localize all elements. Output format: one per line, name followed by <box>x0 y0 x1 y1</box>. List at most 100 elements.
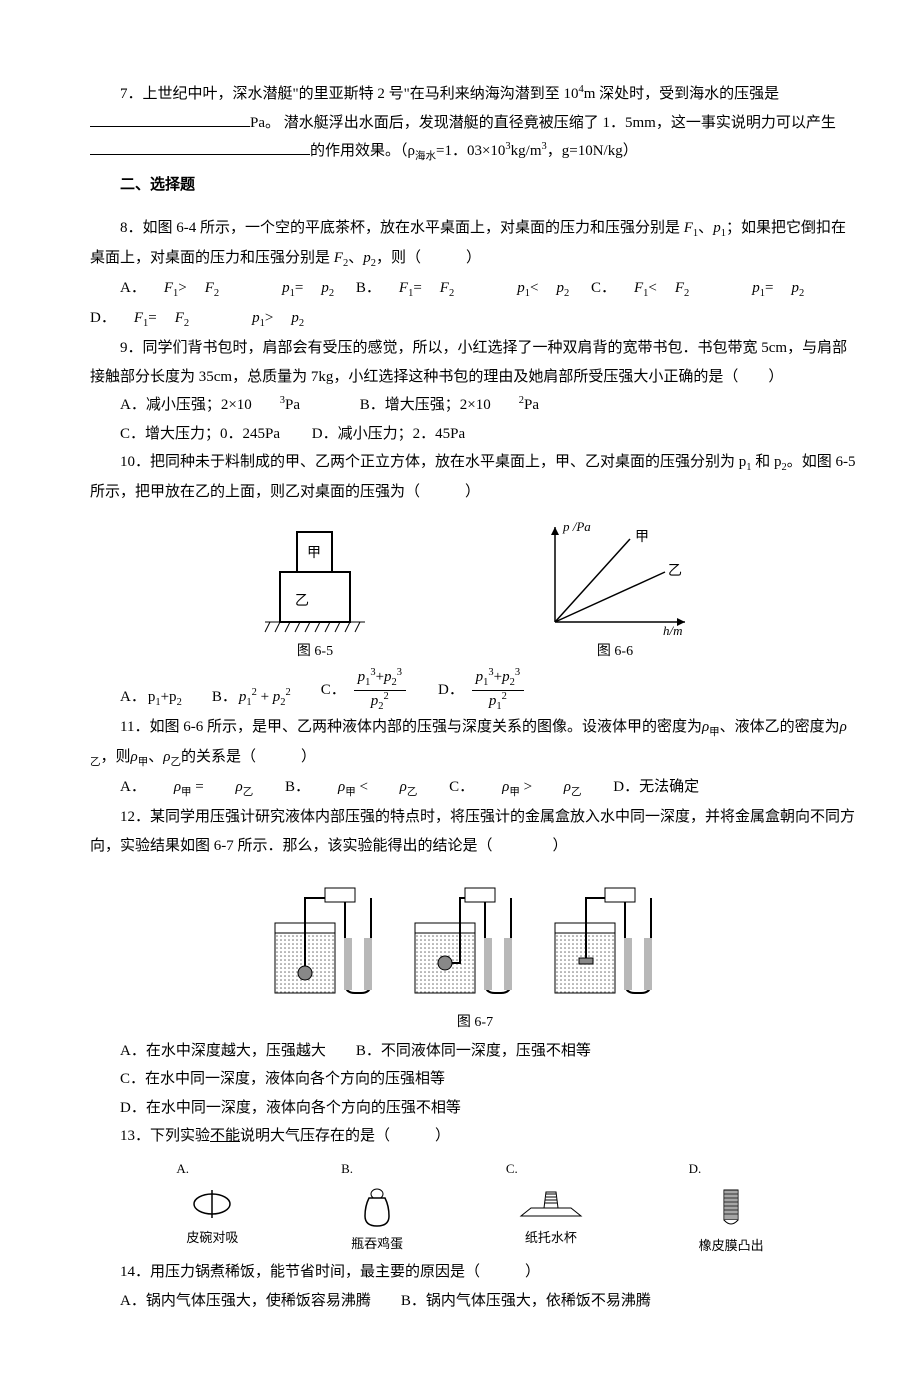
q8-d3: F <box>175 310 184 326</box>
fig66-yi: 乙 <box>668 563 682 579</box>
q11b-op: < <box>356 779 372 795</box>
q8-b6s: 2 <box>564 288 569 299</box>
q10c-ds: 2 <box>378 701 383 712</box>
q13-opt-d: D. 橡皮膜凸出 <box>699 1157 764 1258</box>
q8-p1: p <box>713 220 721 236</box>
q10d-ds: 1 <box>496 701 501 712</box>
q9-options-1: A．减小压强；2×103Pa B．增大压强；2×102Pa <box>90 391 860 420</box>
q8-s1: 1 <box>693 228 698 239</box>
q13-c-cap: 纸托水杯 <box>525 1226 577 1251</box>
fig67-caption: 图 6-7 <box>90 1010 860 1037</box>
q8-d2: = <box>148 310 156 326</box>
q11-c-lab: C． <box>449 779 474 795</box>
q13-opt-c: C. 纸托水杯 <box>516 1157 586 1258</box>
q8-c6: p <box>792 280 800 296</box>
q10d-n2s: 2 <box>510 677 515 688</box>
q10-a-plus: +p <box>161 689 177 705</box>
q11-opt-a: A．ρ甲 = ρ乙 <box>120 779 253 795</box>
q8-a1: F <box>164 280 173 296</box>
q11a-r2: ρ <box>236 779 243 795</box>
q11c-op: > <box>520 779 536 795</box>
q8-b5: < <box>530 280 538 296</box>
q8-csp <box>689 280 734 296</box>
q11-r3: ρ <box>131 749 138 765</box>
q10-opt-d: D． p13+p23 p12 <box>438 667 526 713</box>
q11-b-lab: B． <box>285 779 310 795</box>
q13-a-cap: 皮碗对吸 <box>186 1226 238 1251</box>
q7: 7．上世纪中叶，深水潜艇"的里亚斯特 2 号"在马利来纳海沟潜到至 104m 深… <box>90 80 860 109</box>
q7-text-a: 7．上世纪中叶，深水潜艇"的里亚斯特 2 号"在马利来纳海沟潜到至 10 <box>120 86 579 102</box>
q12-opt-d: D．在水中同一深度，液体向各个方向的压强不相等 <box>90 1094 860 1123</box>
q11b-r2: ρ <box>400 779 407 795</box>
q11-y2: 乙 <box>170 757 181 768</box>
q8-f1: F <box>684 220 693 236</box>
q10-opt-b: B．p12 + p22 <box>212 683 291 713</box>
q11a-y: 乙 <box>243 787 254 798</box>
q10c-n2e: 3 <box>397 667 402 678</box>
q9-stem: 9．同学们背书包时，肩部会有受压的感觉，所以，小红选择了一种双肩背的宽带书包．书… <box>90 334 860 391</box>
fig66-ylabel: p /Pa <box>562 519 591 534</box>
q10-opt-c: C． p13+p23 p22 <box>321 667 408 713</box>
fig66-caption: 图 6-6 <box>597 639 633 666</box>
q8-a-lab: A． <box>120 280 146 296</box>
q11c-r2: ρ <box>564 779 571 795</box>
q10-b-plus: + <box>257 689 273 705</box>
q11-a-lab: A． <box>120 779 146 795</box>
fig65-jia: 甲 <box>307 546 321 561</box>
q13-b-label: B. <box>341 1157 353 1182</box>
q8-f2: F <box>334 250 343 266</box>
q8-stem-c: ，则（ ） <box>376 250 481 266</box>
fig-6-7-svg <box>265 868 685 1008</box>
q8-opt-a: A．F1>F2 p1=p2 <box>120 280 334 296</box>
q7-text-f: kg/m <box>511 143 542 159</box>
q8-d1: F <box>134 310 143 326</box>
q7-text-b: m 深处时，受到海水的压强是 <box>584 86 779 102</box>
q13-a-label: A. <box>176 1157 189 1182</box>
fig-6-6: p /Pa h/m 甲 乙 图 6-6 <box>535 517 695 666</box>
q9-opt-b: B．增大压强；2×102Pa <box>360 397 567 413</box>
q8-d5: > <box>265 310 273 326</box>
q8-bsp <box>454 280 499 296</box>
q10-a-s2: 2 <box>177 697 182 708</box>
q8-a2: > <box>178 280 186 296</box>
q10d-de: 2 <box>502 691 507 702</box>
q11a-j: 甲 <box>181 787 192 798</box>
q9-opt-a: A．减小压强；2×103Pa <box>120 397 328 413</box>
q7-text-g: ，g=10N/kg） <box>547 143 638 159</box>
q8-c2: < <box>648 280 656 296</box>
q9-a-t: A．减小压强；2×10 <box>120 397 252 413</box>
q10c-n1s: 1 <box>365 677 370 688</box>
q11c-y: 乙 <box>571 787 582 798</box>
q7-text-d: 的作用效果。（ρ <box>310 143 415 159</box>
q13-b-cap: 瓶吞鸡蛋 <box>351 1232 403 1257</box>
q11-r2: ρ <box>840 719 847 735</box>
q10-opt-a: A．p1+p2 <box>120 683 182 713</box>
q8-a4: p <box>282 280 290 296</box>
q11-sa: 11．如图 6-6 所示，是甲、乙两种液体内部的压强与深度关系的图像。设液体甲的… <box>120 719 702 735</box>
q10-sa: 10．把同种未于料制成的甲、乙两个正立方体，放在水平桌面上，甲、乙对桌面的压强分… <box>120 454 746 470</box>
q7-sub: 海水 <box>415 151 436 162</box>
fig-6-6-svg: p /Pa h/m 甲 乙 <box>535 517 695 637</box>
q8-opt-b: B．F1=F2 p1<p2 <box>356 280 569 296</box>
q8-c4: p <box>752 280 760 296</box>
q13-c-label: C. <box>506 1157 518 1182</box>
q10-options: A．p1+p2 B．p12 + p22 C． p13+p23 p22 D． p1… <box>90 667 860 713</box>
q13-d-label: D. <box>689 1157 702 1182</box>
q8-a6: p <box>321 280 329 296</box>
q8-d6s: 2 <box>299 318 304 329</box>
q10-a-lab: A． <box>120 689 146 705</box>
q10c-p1: p <box>358 669 366 685</box>
q10-b-s1: 1 <box>246 697 251 708</box>
q11-j2: 甲 <box>138 757 149 768</box>
q11-y1: 乙 <box>90 757 101 768</box>
q8-c1: F <box>634 280 643 296</box>
section-2-title: 二、选择题 <box>90 171 860 200</box>
q8-b1: F <box>399 280 408 296</box>
q8-d6: p <box>291 310 299 326</box>
q13-c-icon <box>516 1186 586 1222</box>
q13-a-icon <box>187 1186 237 1222</box>
q8-opt-c: C．F1<F2 p1=p2 <box>591 280 804 296</box>
q10c-de: 2 <box>384 691 389 702</box>
q8-a5: = <box>295 280 303 296</box>
q8-asp <box>219 280 264 296</box>
